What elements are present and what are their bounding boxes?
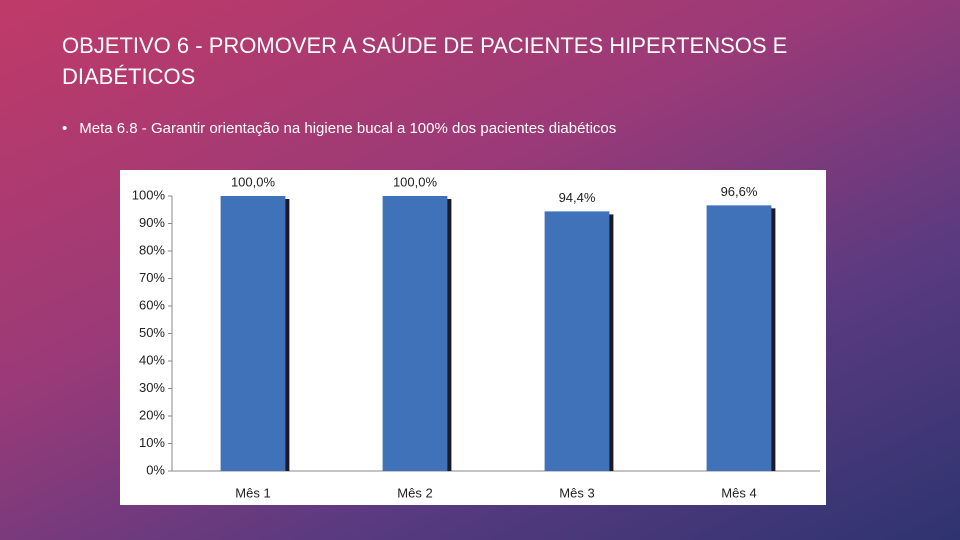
y-tick-label: 90% [139, 215, 165, 230]
y-tick-label: 20% [139, 407, 165, 422]
bar [544, 211, 610, 471]
y-tick-label: 0% [146, 462, 165, 477]
y-tick-label: 100% [132, 187, 166, 202]
bar [706, 205, 772, 471]
value-label: 96,6% [721, 184, 758, 199]
value-label: 100,0% [231, 174, 276, 189]
bullet-text: Meta 6.8 - Garantir orientação na higien… [79, 120, 617, 137]
y-tick-label: 30% [139, 380, 165, 395]
bar [382, 196, 448, 471]
x-tick-label: Mês 4 [721, 485, 756, 500]
y-tick-label: 10% [139, 435, 165, 450]
x-tick-label: Mês 3 [559, 485, 594, 500]
y-tick-label: 40% [139, 352, 165, 367]
y-tick-label: 60% [139, 297, 165, 312]
bullet-row: • Meta 6.8 - Garantir orientação na higie… [62, 120, 617, 137]
value-label: 100,0% [393, 174, 438, 189]
x-tick-label: Mês 2 [397, 485, 432, 500]
y-tick-label: 50% [139, 325, 165, 340]
y-tick-label: 70% [139, 270, 165, 285]
x-tick-label: Mês 1 [235, 485, 270, 500]
slide-title: OBJETIVO 6 - PROMOVER A SAÚDE DE PACIENT… [62, 33, 788, 89]
y-tick-label: 80% [139, 242, 165, 257]
bar [220, 196, 286, 471]
value-label: 94,4% [559, 190, 596, 205]
